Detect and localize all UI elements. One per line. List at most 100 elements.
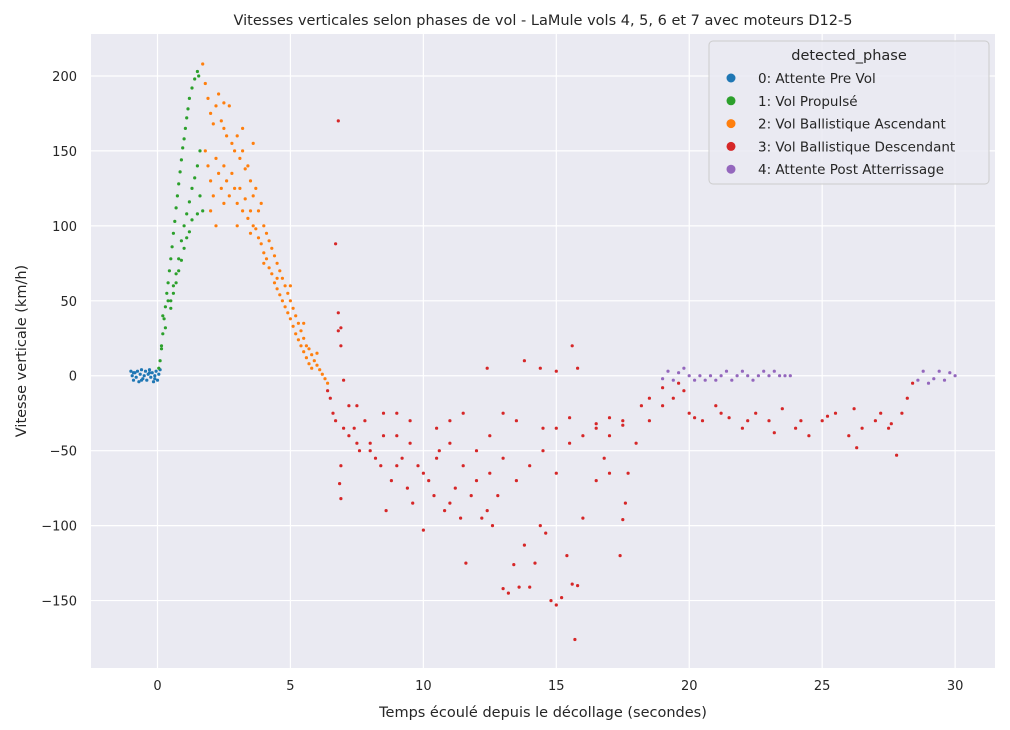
data-point [302,321,306,325]
data-point [339,344,343,348]
data-point [241,209,245,213]
data-point [264,257,269,261]
data-point [256,209,261,213]
data-point [190,186,194,190]
data-point [267,239,271,243]
data-point [411,501,415,505]
data-point [501,411,505,415]
data-point [230,141,234,145]
data-point [443,509,447,513]
chart-title: Vitesses verticales selon phases de vol … [234,13,853,29]
x-tick-label: 5 [286,679,294,694]
data-point [825,414,830,418]
data-point [195,164,199,168]
data-point [185,236,189,240]
data-point [368,441,372,445]
data-point [852,407,856,411]
data-point [166,281,170,285]
data-point [932,377,936,381]
data-point [241,149,245,153]
legend-marker [726,73,736,83]
data-point [887,426,891,430]
data-point [187,200,191,204]
x-tick-label: 25 [814,679,831,694]
data-point [948,371,952,375]
x-tick-label: 15 [548,679,565,694]
data-point [607,471,612,475]
data-point [594,479,598,483]
data-point [225,179,229,183]
data-point [621,518,625,522]
data-point [294,332,298,336]
data-point [751,378,755,382]
data-point [275,261,279,265]
data-point [395,411,399,415]
data-point [272,254,277,258]
legend-label: 3: Vol Ballistique Descendant [758,139,955,155]
data-point [130,374,134,378]
data-point [408,441,412,445]
data-point [177,269,181,273]
data-point [554,471,558,475]
data-point [405,486,409,490]
data-point [233,149,237,153]
data-point [905,396,909,400]
data-point [427,479,431,483]
data-point [219,186,223,190]
data-point [873,419,878,423]
data-point [355,441,359,445]
data-point [490,524,495,528]
data-point [211,194,215,198]
data-point [246,216,250,220]
data-point [336,119,340,123]
data-point [283,305,287,309]
legend-marker [726,141,736,151]
data-point [522,543,527,547]
x-tick-label: 0 [153,679,161,694]
data-point [272,281,277,285]
data-point [682,389,686,393]
data-point [879,411,883,415]
data-point [187,230,191,234]
data-point [230,171,234,175]
data-point [389,479,393,483]
data-point [174,206,178,210]
data-point [677,371,681,375]
data-point [241,126,245,130]
data-point [661,404,665,408]
data-point [820,419,824,423]
data-point [570,582,574,586]
data-point [159,347,164,351]
data-point [275,287,279,291]
data-point [661,377,665,381]
data-point [264,231,269,235]
data-point [666,369,670,373]
data-point [214,156,218,160]
data-point [693,378,697,382]
data-point [139,368,144,372]
data-point [149,375,153,379]
data-point [780,407,784,411]
data-point [209,209,213,213]
data-point [855,446,859,450]
data-point [171,231,175,235]
data-point [193,77,197,81]
data-point [395,464,399,468]
data-point [746,374,750,378]
data-point [179,239,183,243]
data-point [275,276,279,280]
data-point [485,509,489,513]
data-point [754,411,758,415]
data-point [182,137,186,141]
data-point [307,347,311,351]
y-tick-label: −50 [50,445,77,460]
data-point [159,344,164,348]
data-point [209,179,213,183]
data-point [193,176,197,180]
data-point [373,456,378,460]
data-point [131,371,136,375]
data-point [900,411,904,415]
data-point [895,453,899,457]
data-point [267,266,271,270]
data-point [626,471,630,475]
